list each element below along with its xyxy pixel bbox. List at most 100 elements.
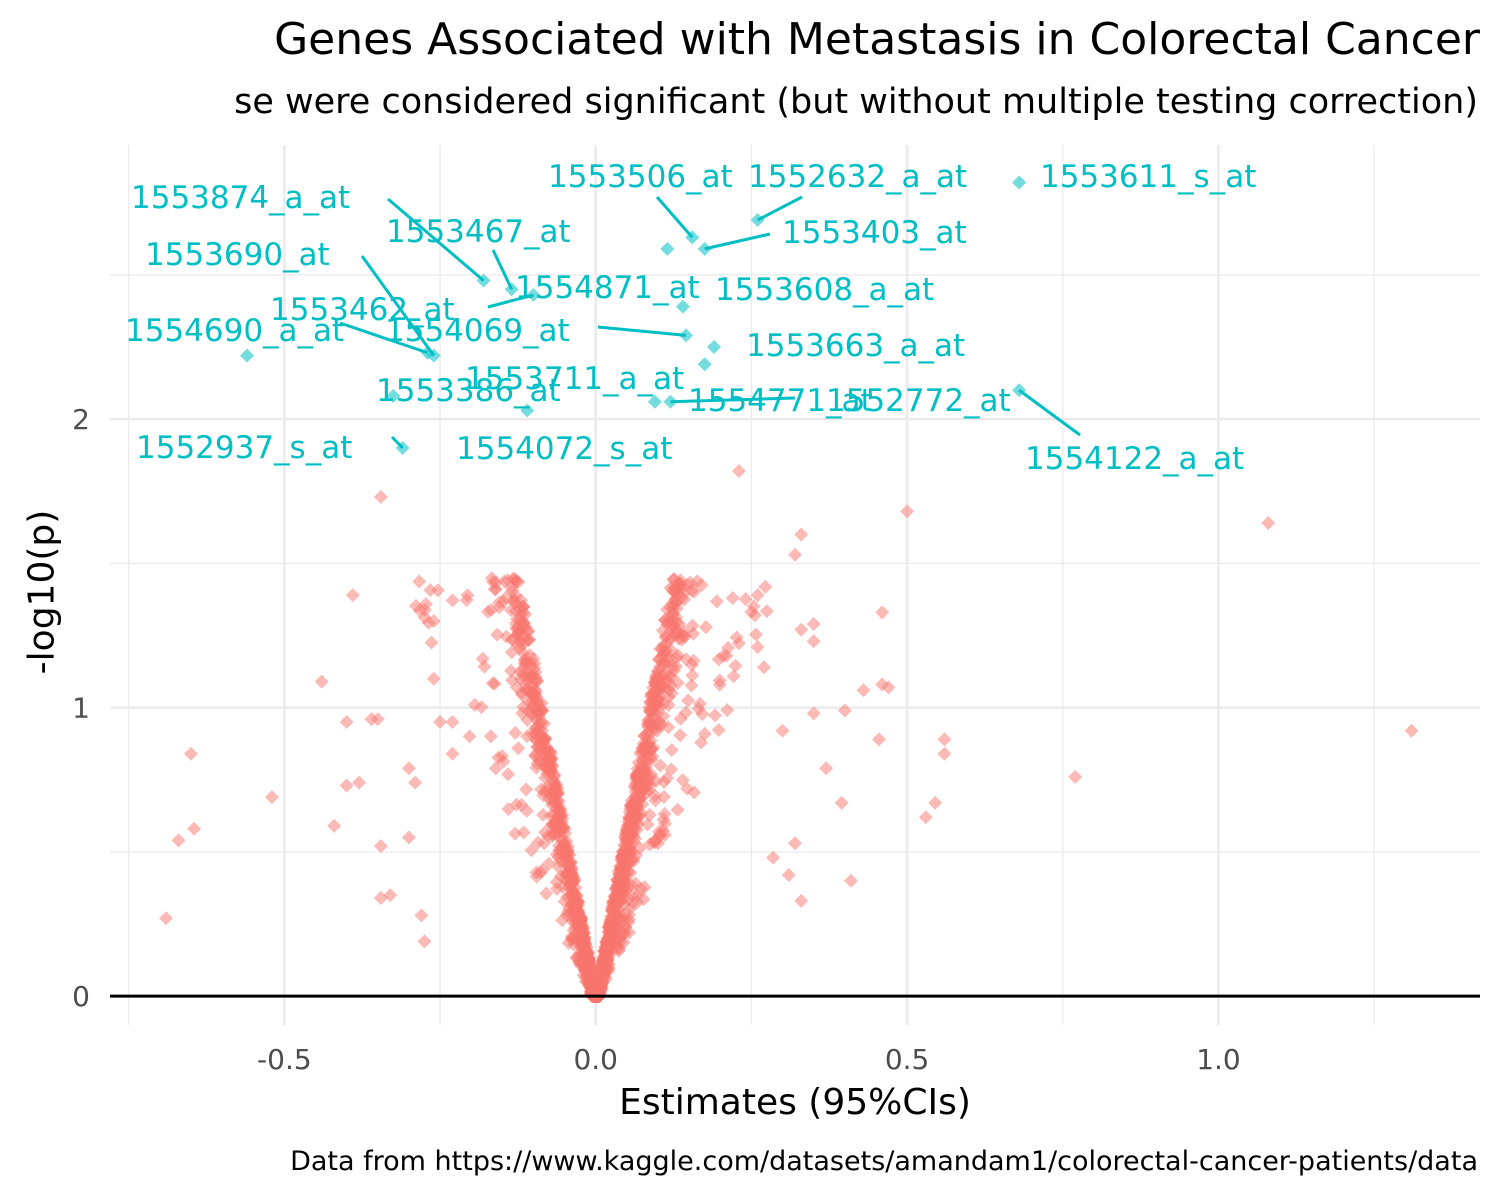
- non-significant-point: [621, 891, 636, 906]
- non-significant-point: [681, 693, 696, 708]
- non-significant-point: [171, 833, 186, 848]
- significant-point: [707, 339, 722, 354]
- x-tick-label: 0.5: [885, 1043, 930, 1076]
- non-significant-point: [633, 790, 648, 805]
- point-label: 1553663_a_at: [746, 328, 965, 364]
- non-significant-point: [657, 657, 672, 672]
- non-significant-point: [788, 547, 802, 562]
- non-significant-point: [685, 668, 700, 683]
- non-significant-point: [504, 603, 519, 618]
- non-significant-point: [539, 886, 554, 901]
- non-significant-point: [490, 627, 505, 642]
- axis-layer: -0.5 0.0 0.5 1.0 0 1 2: [72, 403, 1480, 1076]
- non-significant-point: [370, 712, 385, 727]
- non-significant-point: [445, 593, 460, 608]
- non-significant-point: [611, 943, 626, 958]
- point-labels: 1553611_s_at 1552632_a_at 1553506_at 155340…: [125, 159, 1256, 477]
- non-significant-point: [345, 588, 360, 603]
- chart-caption: Data from https://www.kaggle.com/dataset…: [290, 1146, 1478, 1177]
- non-significant-point: [731, 464, 746, 479]
- non-significant-point: [159, 911, 174, 926]
- non-significant-point: [794, 622, 809, 637]
- point-label: 1554122_a_at: [1025, 441, 1244, 477]
- non-significant-point: [526, 686, 541, 701]
- non-significant-point: [719, 648, 734, 663]
- point-label: 1554771_at: [688, 383, 873, 419]
- non-significant-point: [669, 610, 684, 625]
- non-significant-point: [462, 729, 477, 744]
- non-significant-point: [687, 785, 702, 800]
- non-significant-point: [678, 629, 693, 644]
- non-significant-point: [632, 809, 647, 824]
- y-tick-label: 2: [72, 403, 90, 436]
- non-significant-point: [673, 728, 688, 743]
- non-significant-point: [626, 854, 641, 869]
- non-significant-point: [698, 620, 713, 635]
- non-significant-point: [656, 812, 671, 827]
- non-significant-point: [775, 723, 790, 738]
- label-leader-line: [704, 232, 771, 251]
- non-significant-point: [339, 778, 354, 793]
- non-significant-point: [339, 715, 354, 730]
- point-label: 1552937_s_at: [136, 430, 352, 466]
- non-significant-point: [373, 839, 388, 854]
- significant-point: [520, 403, 535, 418]
- non-significant-point: [619, 867, 634, 882]
- non-significant-point: [794, 527, 809, 542]
- non-significant-point: [467, 697, 482, 712]
- non-significant-point: [680, 577, 695, 592]
- non-significant-point: [426, 671, 441, 686]
- label-leader-line: [655, 196, 694, 239]
- non-significant-point: [607, 933, 622, 948]
- non-significant-point: [509, 574, 524, 589]
- non-significant-point: [661, 698, 676, 713]
- non-significant-point: [725, 590, 740, 605]
- non-significant-point: [708, 708, 723, 723]
- non-significant-point: [729, 630, 744, 645]
- non-significant-point: [430, 583, 445, 598]
- non-significant-point: [937, 746, 952, 761]
- non-significant-point: [632, 841, 647, 856]
- non-significant-point: [1261, 515, 1276, 530]
- point-label: 1552632_a_at: [748, 159, 967, 195]
- point-label: 1553611_s_at: [1040, 159, 1256, 195]
- non-significant-point: [486, 575, 501, 590]
- non-significant-point: [605, 914, 620, 929]
- non-significant-point: [187, 821, 202, 836]
- non-significant-point: [524, 843, 539, 858]
- non-significant-point: [529, 719, 544, 734]
- significant-point: [647, 394, 662, 409]
- non-significant-point: [641, 713, 656, 728]
- non-significant-point: [758, 579, 773, 594]
- y-tick-label: 1: [72, 692, 90, 725]
- significant-point: [1012, 175, 1027, 190]
- non-significant-point: [576, 933, 591, 948]
- non-significant-point: [327, 818, 342, 833]
- non-significant-point: [1404, 723, 1419, 738]
- non-significant-point: [654, 717, 669, 732]
- label-leader-line: [487, 293, 534, 309]
- non-significant-point: [445, 746, 460, 761]
- non-significant-point: [552, 838, 567, 853]
- non-significant-point: [516, 646, 531, 661]
- non-significant-point: [664, 620, 679, 635]
- non-significant-point: [684, 658, 699, 673]
- point-label: 1554072_s_at: [456, 431, 672, 467]
- non-significant-point: [501, 767, 516, 782]
- non-significant-point: [477, 659, 492, 674]
- significant-point: [386, 389, 401, 404]
- point-label: 1553386_at: [376, 373, 561, 409]
- non-significant-point: [564, 859, 579, 874]
- y-tick-label: 0: [72, 980, 90, 1013]
- non-significant-point: [844, 873, 859, 888]
- non-significant-point: [314, 674, 329, 689]
- non-significant-point: [514, 685, 529, 700]
- non-significant-point: [627, 822, 642, 837]
- non-significant-point: [535, 740, 550, 755]
- non-significant-point: [678, 705, 693, 720]
- non-significant-point: [694, 577, 709, 592]
- non-significant-point: [788, 836, 802, 851]
- non-significant-point: [412, 603, 427, 618]
- non-significant-point: [536, 807, 551, 822]
